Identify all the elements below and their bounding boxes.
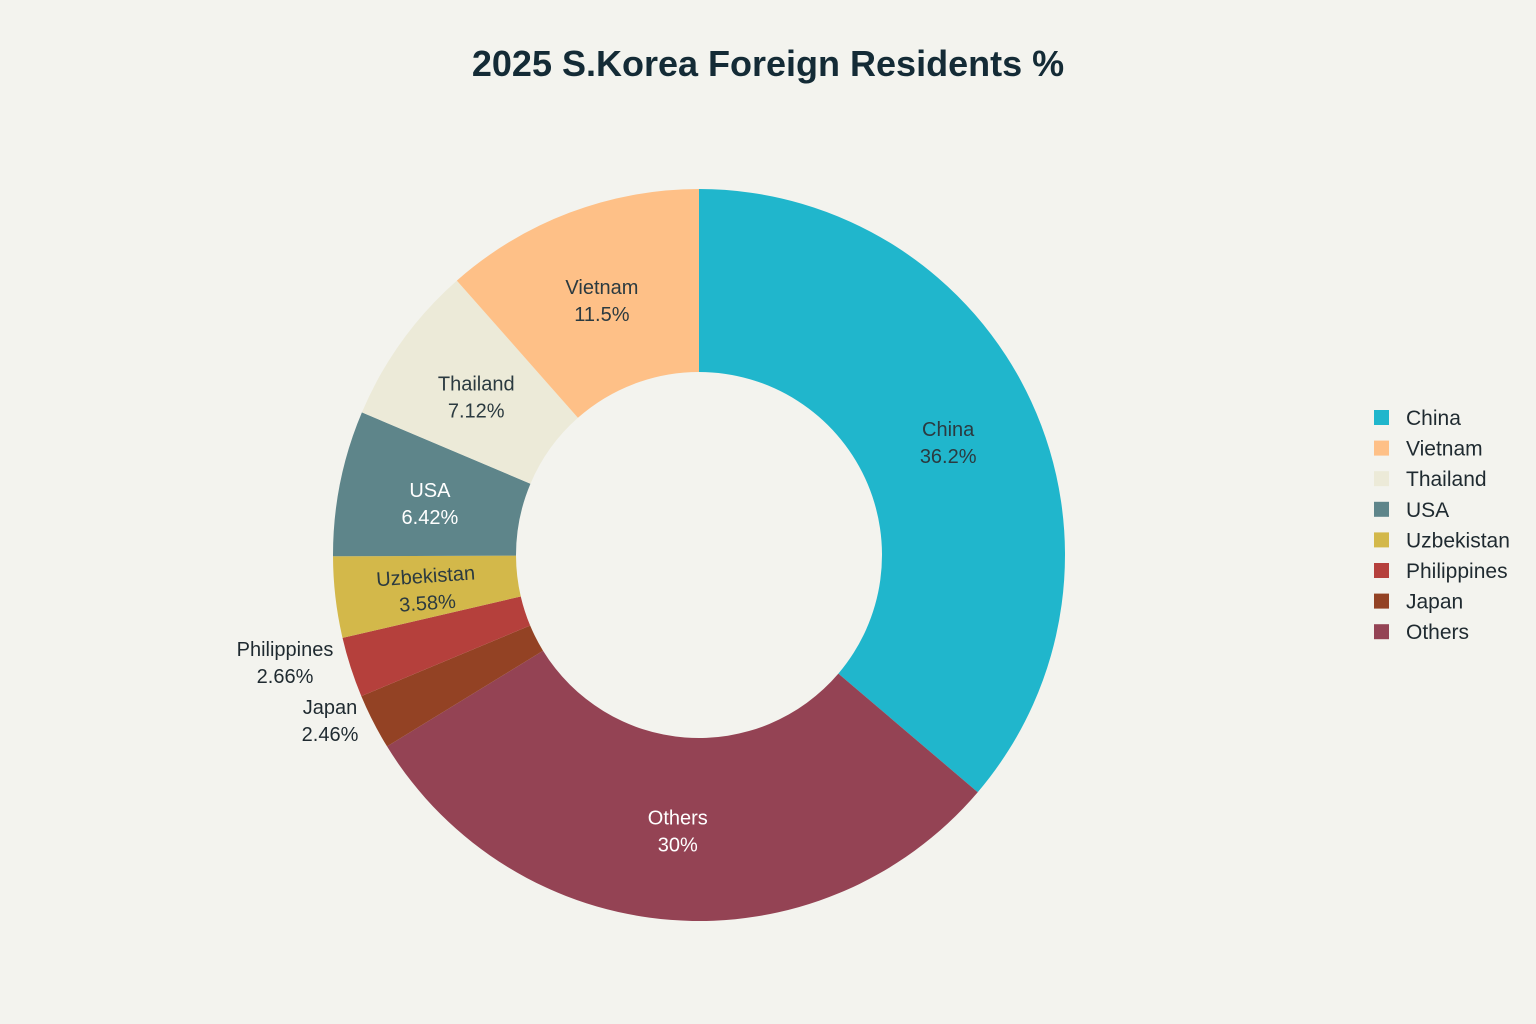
legend-item-others[interactable]: Others	[1374, 621, 1469, 644]
slice-label-china: China 36.2%	[920, 419, 977, 468]
legend-item-japan[interactable]: Japan	[1374, 591, 1463, 614]
slice-china[interactable]	[699, 189, 1065, 793]
slices-group	[333, 189, 1065, 921]
legend: China Vietnam Thailand USA Uzbekistan Philipp…	[1374, 407, 1510, 644]
legend-item-philippines[interactable]: Philippines	[1374, 560, 1508, 583]
slice-label-japan: Japan 2.46%	[302, 697, 359, 746]
legend-swatch-others	[1374, 624, 1389, 640]
slice-label-thailand: Thailand 7.12%	[438, 374, 515, 423]
legend-label-uzbekistan: Uzbekistan	[1406, 529, 1510, 552]
slice-thailand[interactable]	[361, 280, 578, 484]
legend-label-japan: Japan	[1406, 591, 1463, 614]
legend-item-china[interactable]: China	[1374, 407, 1461, 430]
slice-philippines[interactable]	[342, 596, 531, 697]
legend-swatch-vietnam	[1374, 440, 1389, 456]
slice-uzbekistan[interactable]	[333, 555, 521, 638]
legend-swatch-china	[1374, 410, 1389, 425]
legend-item-usa[interactable]: USA	[1374, 499, 1449, 522]
legend-label-usa: USA	[1406, 499, 1449, 522]
slice-labels-group: China 36.2% Others 30% Japan 2.46% Philippines…	[237, 277, 977, 856]
slice-japan[interactable]	[361, 625, 544, 747]
legend-swatch-philippines	[1374, 563, 1389, 578]
legend-item-thailand[interactable]: Thailand	[1374, 468, 1487, 491]
slice-label-philippines: Philippines 2.66%	[237, 639, 334, 688]
legend-label-philippines: Philippines	[1406, 560, 1508, 583]
legend-item-uzbekistan[interactable]: Uzbekistan	[1374, 529, 1510, 552]
legend-label-thailand: Thailand	[1406, 468, 1487, 491]
legend-swatch-japan	[1374, 593, 1389, 609]
slice-vietnam[interactable]	[456, 189, 699, 418]
slice-label-vietnam: Vietnam 11.5%	[565, 277, 638, 326]
slice-usa[interactable]	[333, 412, 531, 557]
legend-label-china: China	[1406, 407, 1461, 430]
legend-label-vietnam: Vietnam	[1406, 438, 1483, 461]
slice-label-others: Others 30%	[648, 808, 708, 857]
legend-swatch-uzbekistan	[1374, 532, 1389, 548]
legend-item-vietnam[interactable]: Vietnam	[1374, 438, 1483, 461]
legend-label-others: Others	[1406, 621, 1469, 644]
legend-swatch-usa	[1374, 501, 1389, 517]
slice-label-usa: USA 6.42%	[402, 480, 459, 529]
chart-title: 2025 S.Korea Foreign Residents %	[472, 43, 1064, 84]
slice-others[interactable]	[387, 650, 978, 921]
legend-swatch-thailand	[1374, 471, 1389, 487]
